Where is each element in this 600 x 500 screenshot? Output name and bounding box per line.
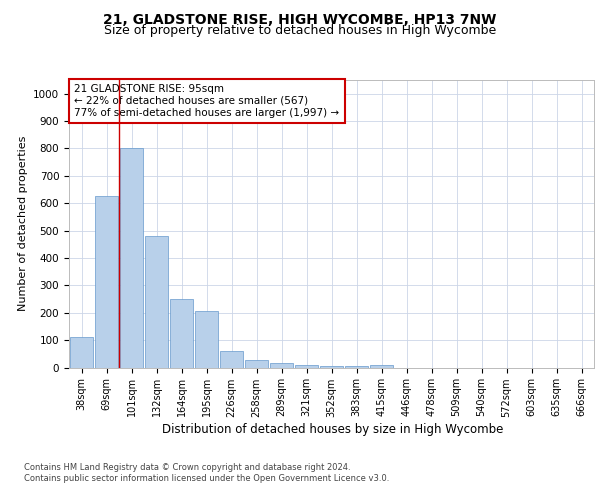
Bar	[70, 338, 94, 368]
Bar	[269, 362, 293, 368]
Bar	[119, 148, 143, 368]
Bar	[145, 236, 169, 368]
Text: Distribution of detached houses by size in High Wycombe: Distribution of detached houses by size …	[163, 422, 503, 436]
Text: Contains HM Land Registry data © Crown copyright and database right 2024.: Contains HM Land Registry data © Crown c…	[24, 462, 350, 471]
Bar	[320, 366, 343, 368]
Bar	[170, 299, 193, 368]
Y-axis label: Number of detached properties: Number of detached properties	[17, 136, 28, 312]
Text: Size of property relative to detached houses in High Wycombe: Size of property relative to detached ho…	[104, 24, 496, 37]
Bar	[194, 312, 218, 368]
Text: Contains public sector information licensed under the Open Government Licence v3: Contains public sector information licen…	[24, 474, 389, 483]
Bar	[95, 196, 118, 368]
Bar	[370, 365, 394, 368]
Text: 21 GLADSTONE RISE: 95sqm
← 22% of detached houses are smaller (567)
77% of semi-: 21 GLADSTONE RISE: 95sqm ← 22% of detach…	[74, 84, 340, 117]
Text: 21, GLADSTONE RISE, HIGH WYCOMBE, HP13 7NW: 21, GLADSTONE RISE, HIGH WYCOMBE, HP13 7…	[103, 12, 497, 26]
Bar	[220, 351, 244, 368]
Bar	[344, 366, 368, 368]
Bar	[245, 360, 268, 368]
Bar	[295, 365, 319, 368]
